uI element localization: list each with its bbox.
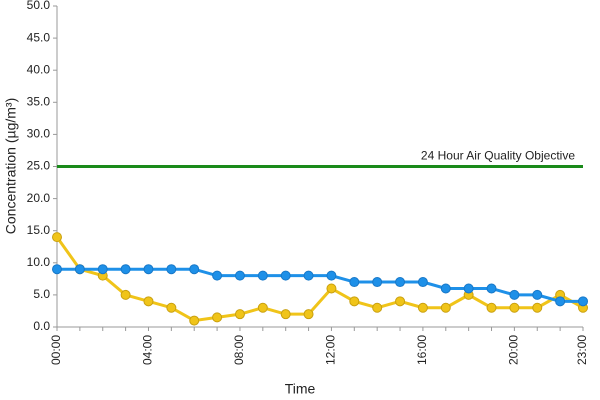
- objective-label: 24 Hour Air Quality Objective: [421, 149, 575, 163]
- y-tick-label: 25.0: [27, 159, 51, 173]
- x-tick-label: 04:00: [141, 335, 155, 365]
- series-marker: [189, 264, 200, 275]
- y-tick-label: 20.0: [27, 191, 51, 205]
- series-marker: [189, 315, 200, 326]
- series-marker: [52, 232, 62, 243]
- series-marker: [120, 289, 131, 300]
- y-tick-label: 10.0: [27, 255, 51, 269]
- series-marker: [326, 283, 337, 294]
- x-axis-label: Time: [285, 381, 316, 397]
- series-marker: [532, 289, 543, 300]
- series-marker: [303, 309, 314, 320]
- series-marker: [440, 283, 451, 294]
- y-tick-label: 35.0: [27, 94, 51, 108]
- series-marker: [280, 270, 291, 281]
- y-tick-label: 15.0: [27, 223, 51, 237]
- series-marker: [372, 302, 383, 313]
- series-marker: [463, 283, 474, 294]
- y-tick-label: 45.0: [27, 30, 51, 44]
- series-marker: [212, 270, 223, 281]
- series-marker: [120, 264, 131, 275]
- series-marker: [303, 270, 314, 281]
- series-marker: [257, 270, 268, 281]
- series-marker: [166, 264, 177, 275]
- series-marker: [555, 296, 566, 307]
- series-marker: [52, 264, 62, 275]
- y-tick-label: 0.0: [33, 319, 50, 333]
- series-marker: [349, 296, 360, 307]
- series-line: [55, 236, 584, 323]
- series-marker: [486, 302, 497, 313]
- series-marker: [212, 312, 223, 323]
- series-marker: [372, 277, 383, 288]
- series-marker: [509, 302, 520, 313]
- x-tick-label: 16:00: [415, 335, 429, 365]
- x-tick-label: 00:00: [49, 335, 63, 365]
- series-marker: [143, 264, 154, 275]
- x-tick-label: 12:00: [324, 335, 338, 365]
- y-tick-label: 50.0: [27, 0, 51, 12]
- series-marker: [395, 296, 406, 307]
- series-marker: [143, 296, 154, 307]
- series-marker: [509, 289, 520, 300]
- series-marker: [417, 277, 428, 288]
- y-axis-label: Concentration (µg/m³): [3, 98, 19, 234]
- y-tick-label: 40.0: [27, 62, 51, 76]
- series-marker: [74, 264, 85, 275]
- y-tick-label: 30.0: [27, 127, 51, 141]
- series-marker: [97, 264, 108, 275]
- series-marker: [257, 302, 268, 313]
- x-tick-label: 23:00: [575, 335, 589, 365]
- series-marker: [440, 302, 451, 313]
- x-tick-label: 08:00: [232, 335, 246, 365]
- series-marker: [234, 309, 245, 320]
- y-tick-label: 5.0: [33, 287, 50, 301]
- series-marker: [486, 283, 497, 294]
- series-marker: [166, 302, 177, 313]
- x-tick-label: 20:00: [507, 335, 521, 365]
- series-marker: [326, 270, 337, 281]
- series-marker: [280, 309, 291, 320]
- series-marker: [349, 277, 360, 288]
- series-marker: [395, 277, 406, 288]
- series-marker: [417, 302, 428, 313]
- series-marker: [234, 270, 245, 281]
- series-marker: [578, 296, 588, 307]
- series-marker: [532, 302, 543, 313]
